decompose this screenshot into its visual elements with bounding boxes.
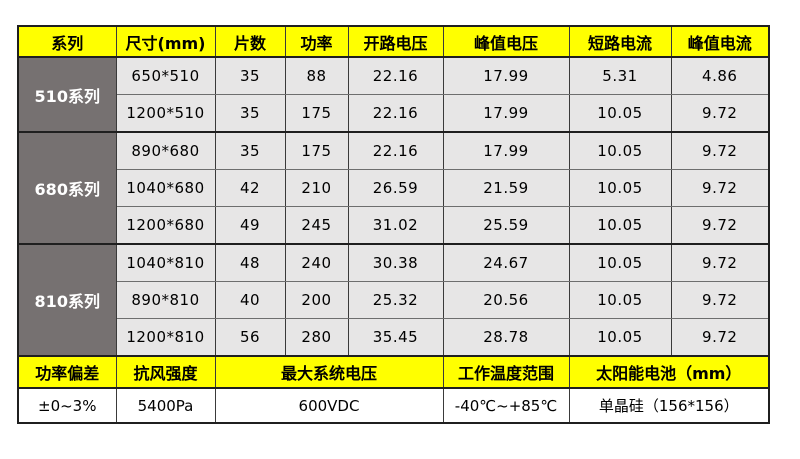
pieces-cell: 49	[214, 206, 286, 245]
pieces-cell: 42	[214, 169, 286, 207]
peak-voltage-cell: 28.78	[442, 318, 570, 357]
peak-current-cell: 9.72	[670, 94, 770, 133]
footer-label-solar-cell: 太阳能电池（mm）	[568, 355, 770, 389]
size-cell: 650*510	[115, 56, 216, 95]
footer-label-row: 功率偏差 抗风强度 最大系统电压 工作温度范围 太阳能电池（mm）	[17, 355, 770, 389]
spec-table: 系列 尺寸(mm) 片数 功率 开路电压 峰值电压 短路电流 峰值电流 510系…	[17, 25, 770, 424]
power-cell: 200	[284, 281, 349, 319]
peak-voltage-cell: 25.59	[442, 206, 570, 245]
column-header-peak-voltage: 峰值电压	[442, 25, 570, 58]
size-cell: 1200*810	[115, 318, 216, 357]
peak-voltage-cell: 17.99	[442, 131, 570, 170]
table-row: 1200*680 49 245 31.02 25.59 10.05 9.72	[18, 206, 770, 245]
table-row: 1200*810 56 280 35.45 28.78 10.05 9.72	[18, 318, 770, 357]
open-circuit-voltage-cell: 26.59	[347, 169, 444, 207]
peak-current-cell: 9.72	[670, 169, 770, 207]
pieces-cell: 40	[214, 281, 286, 319]
footer-value-wind-resistance: 5400Pa	[115, 387, 216, 424]
size-cell: 890*810	[115, 281, 216, 319]
peak-current-cell: 9.72	[670, 318, 770, 357]
peak-voltage-cell: 21.59	[442, 169, 570, 207]
footer-value-max-system-voltage: 600VDC	[214, 387, 444, 424]
power-cell: 280	[284, 318, 349, 357]
short-circuit-current-cell: 10.05	[568, 169, 672, 207]
footer-value-operating-temp-range: -40℃~+85℃	[442, 387, 570, 424]
header-row: 系列 尺寸(mm) 片数 功率 开路电压 峰值电压 短路电流 峰值电流	[17, 25, 770, 58]
table-row: 680系列 890*680 35 175 22.16 17.99 10.05 9…	[17, 131, 770, 245]
peak-current-cell: 4.86	[670, 56, 770, 95]
column-header-series: 系列	[17, 25, 117, 58]
size-cell: 1200*680	[115, 206, 216, 245]
peak-voltage-cell: 20.56	[442, 281, 570, 319]
short-circuit-current-cell: 10.05	[568, 318, 672, 357]
power-cell: 175	[284, 131, 349, 170]
table-row: 1040*680 42 210 26.59 21.59 10.05 9.72	[18, 169, 770, 207]
open-circuit-voltage-cell: 22.16	[347, 56, 444, 95]
pieces-cell: 35	[214, 131, 286, 170]
peak-current-cell: 9.72	[670, 281, 770, 319]
short-circuit-current-cell: 10.05	[568, 243, 672, 282]
table-row: 810系列 1040*810 48 240 30.38 24.67 10.05 …	[17, 243, 770, 357]
series-cell-810: 810系列	[17, 243, 117, 357]
pieces-cell: 35	[214, 56, 286, 95]
peak-voltage-cell: 17.99	[442, 94, 570, 133]
footer-value-power-tolerance: ±0~3%	[17, 387, 117, 424]
open-circuit-voltage-cell: 35.45	[347, 318, 444, 357]
size-cell: 1040*810	[115, 243, 216, 282]
column-header-pieces: 片数	[214, 25, 286, 58]
peak-current-cell: 9.72	[670, 243, 770, 282]
column-header-open-circuit-voltage: 开路电压	[347, 25, 444, 58]
power-cell: 245	[284, 206, 349, 245]
short-circuit-current-cell: 10.05	[568, 281, 672, 319]
peak-current-cell: 9.72	[670, 131, 770, 170]
peak-current-cell: 9.72	[670, 206, 770, 245]
table-row: 1200*510 35 175 22.16 17.99 10.05 9.72	[18, 94, 770, 133]
pieces-cell: 56	[214, 318, 286, 357]
footer-label-operating-temp-range: 工作温度范围	[442, 355, 570, 389]
open-circuit-voltage-cell: 25.32	[347, 281, 444, 319]
peak-voltage-cell: 17.99	[442, 56, 570, 95]
pieces-cell: 35	[214, 94, 286, 133]
table-row: 890*810 40 200 25.32 20.56 10.05 9.72	[18, 281, 770, 319]
open-circuit-voltage-cell: 22.16	[347, 131, 444, 170]
footer-label-wind-resistance: 抗风强度	[115, 355, 216, 389]
size-cell: 1040*680	[115, 169, 216, 207]
short-circuit-current-cell: 5.31	[568, 56, 672, 95]
short-circuit-current-cell: 10.05	[568, 94, 672, 133]
column-header-peak-current: 峰值电流	[670, 25, 770, 58]
column-header-short-circuit-current: 短路电流	[568, 25, 672, 58]
power-cell: 88	[284, 56, 349, 95]
series-cell-510: 510系列	[17, 56, 117, 133]
power-cell: 240	[284, 243, 349, 282]
footer-value-solar-cell: 单晶硅（156*156）	[568, 387, 770, 424]
size-cell: 890*680	[115, 131, 216, 170]
size-cell: 1200*510	[115, 94, 216, 133]
column-header-size: 尺寸(mm)	[115, 25, 216, 58]
power-cell: 175	[284, 94, 349, 133]
column-header-power: 功率	[284, 25, 349, 58]
short-circuit-current-cell: 10.05	[568, 131, 672, 170]
open-circuit-voltage-cell: 30.38	[347, 243, 444, 282]
pieces-cell: 48	[214, 243, 286, 282]
power-cell: 210	[284, 169, 349, 207]
open-circuit-voltage-cell: 22.16	[347, 94, 444, 133]
series-cell-680: 680系列	[17, 131, 117, 245]
open-circuit-voltage-cell: 31.02	[347, 206, 444, 245]
footer-label-power-tolerance: 功率偏差	[17, 355, 117, 389]
short-circuit-current-cell: 10.05	[568, 206, 672, 245]
table-row: 510系列 650*510 35 88 22.16 17.99 5.31 4.8…	[17, 56, 770, 133]
peak-voltage-cell: 24.67	[442, 243, 570, 282]
footer-label-max-system-voltage: 最大系统电压	[214, 355, 444, 389]
footer-value-row: ±0~3% 5400Pa 600VDC -40℃~+85℃ 单晶硅（156*15…	[17, 387, 770, 424]
